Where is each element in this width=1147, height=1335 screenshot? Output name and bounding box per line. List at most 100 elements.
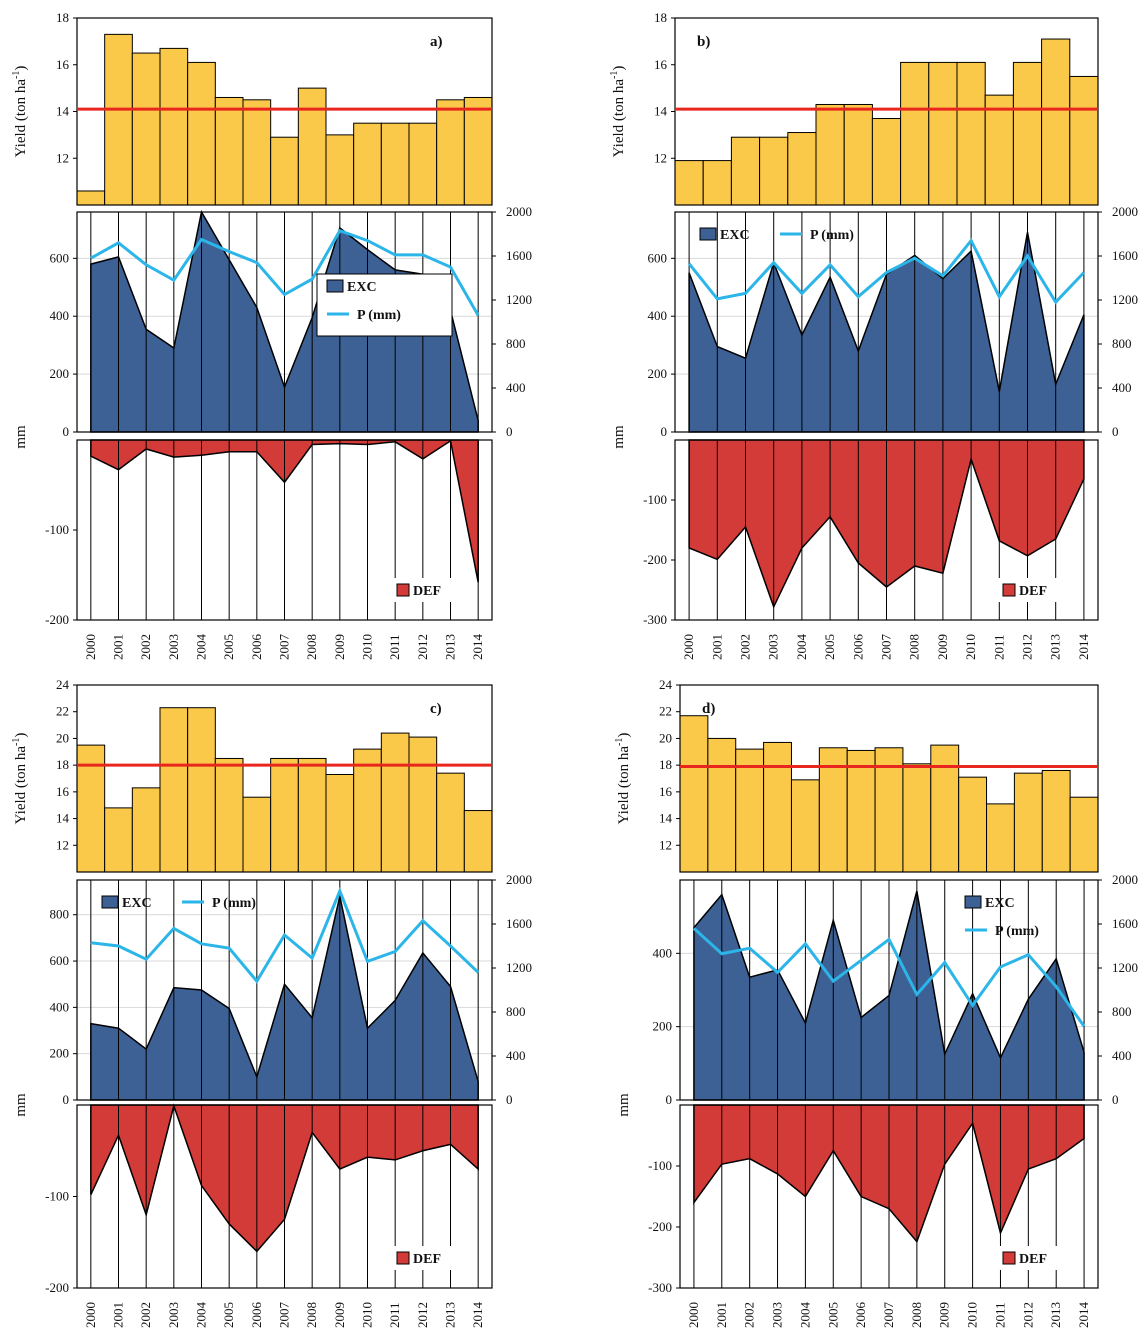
year-tick-label: 2010	[360, 1302, 375, 1328]
exc-frame	[679, 879, 1099, 1101]
exc-right-tick-label: 1600	[1112, 248, 1138, 263]
year-tick-label: 2000	[681, 634, 696, 660]
yield-bar	[380, 122, 410, 206]
exc-right-tick-label: 1600	[506, 916, 532, 931]
yield-bar	[187, 61, 216, 206]
panel-3: 12 14 16 18 20 22 24 Yield (ton ha-1) c) 0 200 400 6…	[11, 677, 532, 1328]
exc-frame	[76, 211, 493, 433]
exc-left-tick-label: 400	[648, 308, 668, 323]
yield-bar	[242, 99, 272, 206]
yield-bar	[463, 96, 493, 206]
yield-tick-label: 14	[56, 811, 70, 826]
def-tick-label: -300	[648, 1280, 672, 1295]
year-tick-label: 2007	[277, 634, 292, 661]
year-tick-label: 2010	[965, 1302, 980, 1328]
year-tick-label: 2004	[797, 1302, 812, 1329]
yield-axis-label-text: Yield (ton ha	[616, 746, 632, 825]
year-tick-label: 2001	[709, 634, 724, 660]
yield-frame	[679, 684, 1099, 873]
year-tick-label: 2008	[304, 634, 319, 660]
exc-right-tick-label: 800	[1112, 1004, 1132, 1019]
year-tick-label: 2013	[1048, 634, 1063, 660]
exc-right-tick-label: 1600	[1112, 916, 1138, 931]
yield-bar	[325, 773, 355, 873]
year-tick-label: 2005	[825, 1302, 840, 1328]
exc-right-tick-label: 2000	[506, 872, 532, 887]
yield-frame	[76, 684, 493, 873]
yield-tick-label: 16	[56, 57, 70, 72]
exc-left-tick-label: 0	[63, 424, 70, 439]
yield-bar	[763, 741, 792, 873]
exc-left-tick-label: 0	[666, 1092, 673, 1107]
year-tick-label: 2002	[138, 1302, 153, 1328]
exc-left-tick-label: 200	[50, 1046, 70, 1061]
year-tick-label: 2011	[992, 1302, 1007, 1328]
exc-frame	[674, 211, 1099, 433]
def-legend-label: DEF	[1019, 584, 1047, 599]
yield-bar	[815, 103, 845, 206]
exc-legend: EXC P (mm)	[699, 227, 854, 243]
exc-right-tick-label: 1200	[1112, 960, 1138, 975]
yield-tick-label: 22	[56, 704, 69, 719]
yield-subplot: 12 14 16 18 Yield (ton ha-1) a)	[11, 10, 493, 206]
exc-left-tick-label: 0	[63, 1092, 70, 1107]
yield-tick-label: 12	[56, 150, 69, 165]
exc-legend-swatch	[964, 895, 982, 909]
p-legend-label: P (mm)	[810, 228, 854, 243]
yield-axis-label-text: Yield (ton ha	[13, 746, 29, 825]
yield-axis-label: Yield (ton ha-1)	[11, 733, 29, 825]
yield-axis-label: Yield (ton ha-1)	[609, 66, 627, 158]
yield-tick-label: 12	[659, 837, 672, 852]
p-legend-label: P (mm)	[995, 924, 1039, 939]
yield-bar	[1041, 769, 1071, 873]
yield-bar	[380, 732, 410, 873]
year-tick-label: 2010	[360, 634, 375, 660]
yield-bar	[787, 132, 817, 206]
yield-bar	[436, 99, 465, 206]
panel-2: 12 14 16 18 Yield (ton ha-1) b) 0 200 400 600 0 400…	[609, 10, 1138, 660]
year-tick-label: 2001	[111, 1302, 126, 1328]
yield-bar	[408, 736, 438, 873]
yield-bar	[270, 136, 299, 206]
yield-bar	[104, 807, 133, 873]
p-legend-label: P (mm)	[357, 308, 401, 323]
year-tick-label: 2002	[138, 634, 153, 660]
exc-right-tick-label: 400	[506, 1048, 526, 1063]
year-tick-label: 2011	[387, 634, 402, 660]
p-legend-label: P (mm)	[212, 896, 256, 911]
year-tick-label: 2012	[1020, 1302, 1035, 1328]
def-legend-swatch	[396, 1251, 410, 1265]
exc-right-tick-label: 1600	[506, 248, 532, 263]
yield-bar	[871, 118, 902, 206]
yield-tick-label: 18	[56, 10, 69, 25]
yield-tick-label: 12	[56, 837, 69, 852]
year-tick-label: 2013	[443, 1302, 458, 1328]
yield-axis-label-sup: -1	[614, 738, 625, 746]
yield-bar	[735, 748, 765, 873]
year-tick-label: 2009	[935, 634, 950, 660]
yield-tick-label: 24	[56, 677, 70, 692]
panel-label: b)	[697, 34, 710, 50]
yield-bar	[353, 122, 382, 206]
yield-tick-label: 24	[659, 677, 673, 692]
year-tick-label: 2014	[470, 1302, 485, 1329]
exc-right-tick-label: 0	[1112, 424, 1119, 439]
year-tick-label: 2012	[415, 634, 430, 660]
yield-bar	[818, 747, 848, 873]
exc-legend-label: EXC	[720, 228, 750, 243]
yield-bar	[187, 707, 216, 873]
def-subplot: -100 -200 DEF 2000 2001 2002 2003 2004 2005 2006 2…	[45, 439, 493, 661]
def-tick-label: -100	[648, 1158, 672, 1173]
yield-bar	[159, 707, 189, 873]
exc-right-tick-label: 0	[506, 1092, 513, 1107]
year-tick-label: 2006	[249, 1302, 264, 1329]
def-frame	[674, 439, 1099, 621]
yield-tick-label: 18	[56, 757, 69, 772]
exc-left-tick-label: 600	[50, 953, 70, 968]
def-tick-label: -100	[45, 522, 69, 537]
year-tick-label: 2008	[909, 1302, 924, 1328]
year-tick-label: 2003	[766, 634, 781, 660]
exc-legend-swatch	[101, 895, 119, 909]
yield-bar	[984, 94, 1014, 206]
